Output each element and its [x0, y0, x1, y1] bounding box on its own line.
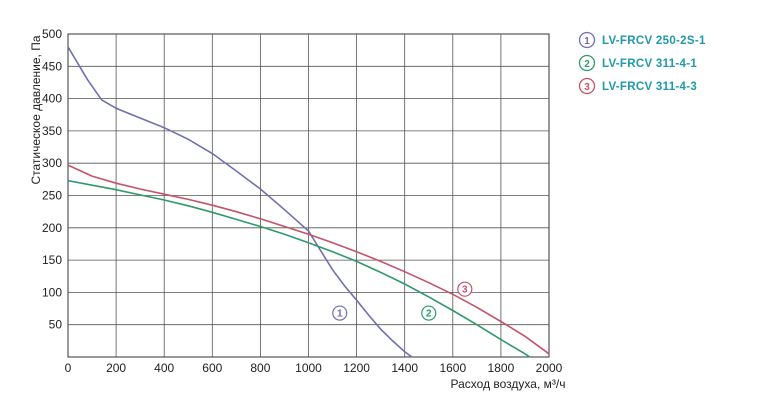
x-tick-label: 400 — [154, 361, 174, 375]
series-markers: 1 2 3 — [332, 281, 473, 321]
series-marker-label-1: 1 — [337, 309, 343, 320]
legend-marker-2 — [578, 54, 596, 72]
x-tick-label: 200 — [106, 361, 126, 375]
legend-entry-2: LV-FRCV 311-4-1 — [602, 58, 697, 70]
x-tick-label: 1400 — [391, 361, 418, 375]
legend-marker-label-2: 2 — [584, 59, 590, 70]
legend-marker-3 — [578, 77, 596, 95]
series-layer — [67, 46, 550, 358]
x-tick-label: 1800 — [488, 361, 515, 375]
series-marker-label-2: 2 — [426, 309, 432, 320]
legend-marker-label-3: 3 — [584, 82, 590, 93]
series-marker-2 — [421, 305, 437, 321]
x-tick-label: 2000 — [536, 361, 563, 375]
legend-entry-3: LV-FRCV 311-4-3 — [602, 81, 697, 93]
tick-labels: 0 200 400 600 800 1000 1200 1400 1600 1800 2000501… — [42, 27, 563, 375]
series-marker-label-3: 3 — [462, 285, 468, 296]
y-axis-label: Статическое давление, Па — [29, 35, 43, 184]
series-line-2 — [67, 179, 531, 358]
y-tick-label: 500 — [42, 27, 62, 41]
series-marker-3 — [457, 281, 473, 297]
x-tick-label: 600 — [202, 361, 222, 375]
series-line-3 — [67, 164, 550, 355]
y-tick-label: 50 — [49, 318, 63, 332]
y-tick-label: 400 — [42, 92, 62, 106]
y-tick-label: 300 — [42, 156, 62, 170]
x-tick-label: 1200 — [343, 361, 370, 375]
y-tick-label: 200 — [42, 221, 62, 235]
y-tick-label: 100 — [42, 285, 62, 299]
series-marker-1 — [332, 305, 348, 321]
y-tick-label: 350 — [42, 124, 62, 138]
x-tick-label: 1600 — [439, 361, 466, 375]
legend-marker-1 — [578, 31, 596, 49]
y-tick-label: 250 — [42, 189, 62, 203]
x-tick-label: 1000 — [295, 361, 322, 375]
legend-entry-1: LV-FRCV 250-2S-1 — [602, 35, 706, 47]
x-tick-label: 800 — [250, 361, 270, 375]
y-tick-label: 150 — [42, 253, 62, 267]
legend-marker-label-1: 1 — [584, 36, 590, 47]
y-tick-label: 450 — [42, 59, 62, 73]
x-axis-label: Расход воздуха, м³/ч — [451, 377, 566, 391]
legend: 1 LV-FRCV 250-2S-1 2 LV-FRCV 311-4-1 3 LV-FRC… — [578, 31, 706, 95]
x-tick-label: 0 — [65, 361, 72, 375]
grid — [67, 33, 550, 358]
series-line-1 — [67, 46, 413, 358]
